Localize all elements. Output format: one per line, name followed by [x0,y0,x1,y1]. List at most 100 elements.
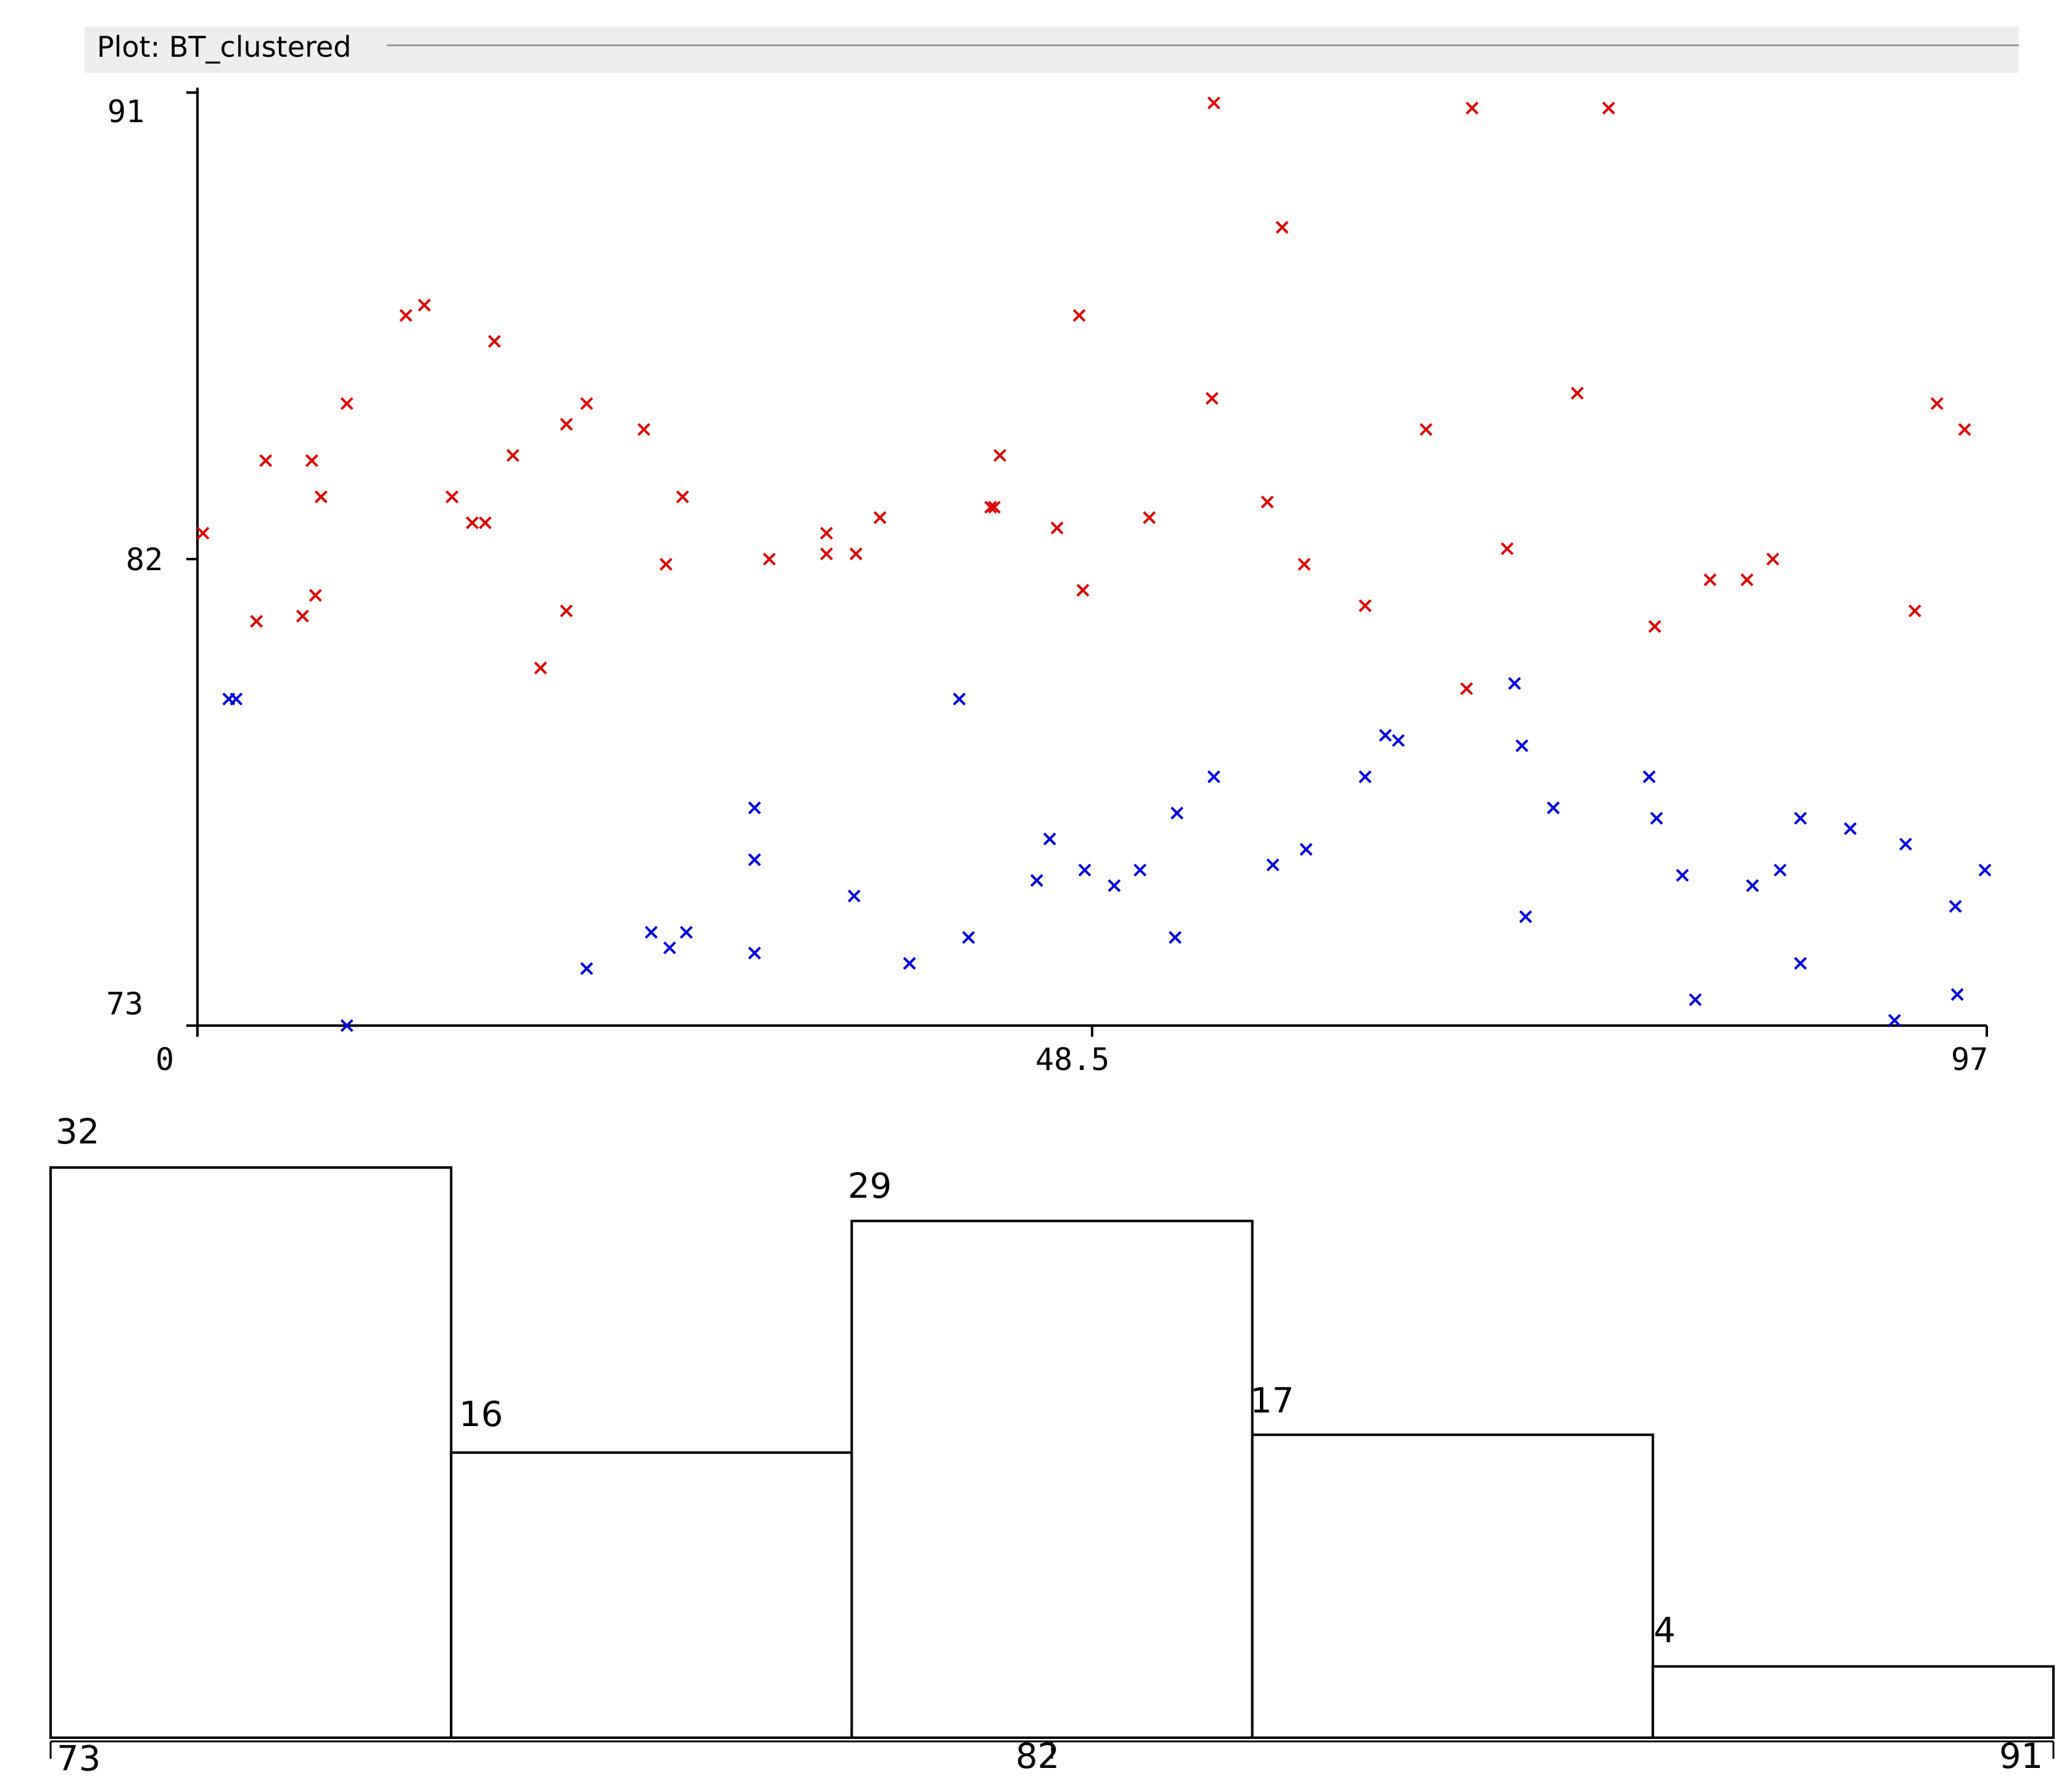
scatter-point-0-2 [259,454,273,467]
x-axis-mid-label: 48.5 [1035,1042,1110,1077]
histogram-panel: 32 16 29 17 4 73 82 91 [0,1098,2067,1792]
scatter-point-0-36 [1261,496,1274,509]
scatter-point-1-17 [1108,879,1121,892]
scatter-point-1-15 [1043,832,1056,846]
scatter-point-1-42 [1949,900,1962,913]
point-stroke [1899,837,1912,851]
scatter-point-0-16 [560,604,573,618]
y-axis-mid-label: 82 [126,542,164,578]
histogram-area [49,1166,2055,1759]
point-stroke [560,604,573,618]
point-stroke [1460,682,1473,695]
point-stroke [1773,863,1787,877]
scatter-point-1-37 [1794,811,1807,825]
point-stroke [580,397,594,410]
point-stroke [1169,931,1182,944]
point-stroke [250,615,263,628]
point-stroke [296,609,309,623]
point-stroke [487,334,501,348]
scatter-point-0-11 [466,516,479,529]
scatter-point-0-25 [849,547,863,561]
point-stroke [580,962,594,976]
scatter-point-1-14 [1030,874,1043,887]
point-stroke [445,490,458,504]
scatter-point-0-3 [296,609,309,623]
point-stroke [1519,910,1532,924]
scatter-point-0-40 [1419,423,1433,436]
point-stroke [506,449,520,462]
point-stroke [466,516,479,529]
scatter-point-0-32 [1076,583,1090,597]
scatter-point-0-24 [820,547,833,561]
scatter-point-0-19 [637,423,650,436]
scatter-point-0-27 [984,500,997,514]
scatter-point-0-12 [478,516,492,529]
scatter-point-0-48 [1740,573,1754,587]
bar-label-1: 32 [56,1112,100,1152]
hist-x-min-label: 73 [57,1739,101,1779]
point-stroke [1266,858,1280,872]
point-stroke [1076,583,1090,597]
point-stroke [340,1019,354,1032]
scatter-point-1-43 [1950,988,1964,1002]
point-stroke [637,423,650,436]
scatter-point-0-20 [659,557,673,571]
scatter-point-1-8 [748,853,761,866]
point-stroke [873,511,887,525]
scatter-point-1-18 [1133,863,1147,877]
scatter-point-0-17 [560,418,573,431]
point-stroke [763,552,776,566]
scatter-point-0-34 [1205,392,1219,405]
scatter-point-1-11 [903,956,916,970]
scatter-point-1-40 [1888,1014,1901,1027]
scatter-plot-area [186,88,1992,1037]
scatter-point-1-4 [645,926,658,939]
point-stroke [309,589,322,602]
point-stroke [1930,397,1944,410]
point-stroke [1043,832,1056,846]
point-stroke [1419,423,1433,436]
point-stroke [1547,801,1560,815]
point-stroke [1261,496,1274,509]
x-axis-max-label: 97 [1951,1042,1989,1077]
point-stroke [663,941,676,955]
scatter-point-1-32 [1650,811,1663,825]
scatter-point-0-8 [399,309,413,322]
scatter-point-0-5 [309,589,322,602]
scatter-point-1-34 [1689,993,1702,1006]
point-stroke [1740,573,1754,587]
point-stroke [984,500,997,514]
scatter-point-1-2 [340,1019,354,1032]
scatter-point-1-36 [1773,863,1787,877]
scatter-point-1-31 [1642,770,1656,784]
bar-label-4: 17 [1250,1381,1294,1421]
scatter-point-1-41 [1899,837,1912,851]
scatter-point-1-24 [1359,770,1372,784]
point-stroke [1508,677,1522,691]
scatter-point-0-47 [1704,573,1717,587]
scatter-point-1-29 [1519,910,1532,924]
point-stroke [820,547,833,561]
scatter-point-0-46 [1648,620,1662,633]
scatter-point-0-6 [314,490,328,504]
point-stroke [849,547,863,561]
point-stroke [1844,822,1857,836]
scatter-point-0-26 [873,511,887,525]
point-stroke [645,926,658,939]
scatter-point-0-42 [1465,101,1479,115]
scatter-point-0-39 [1359,599,1372,613]
point-stroke [1766,552,1779,566]
scatter-point-0-49 [1766,552,1779,566]
point-stroke [1207,96,1220,110]
point-stroke [1078,863,1091,877]
scatter-point-0-0 [196,526,210,540]
point-stroke [314,490,328,504]
bar-label-3: 29 [848,1166,892,1206]
scatter-point-1-16 [1078,863,1091,877]
histogram-bar-4 [1251,1433,1654,1739]
scatter-point-0-38 [1298,557,1311,571]
scatter-point-1-30 [1547,801,1560,815]
scatter-point-0-45 [1602,101,1615,115]
scatter-point-0-29 [993,449,1006,462]
point-stroke [659,557,673,571]
